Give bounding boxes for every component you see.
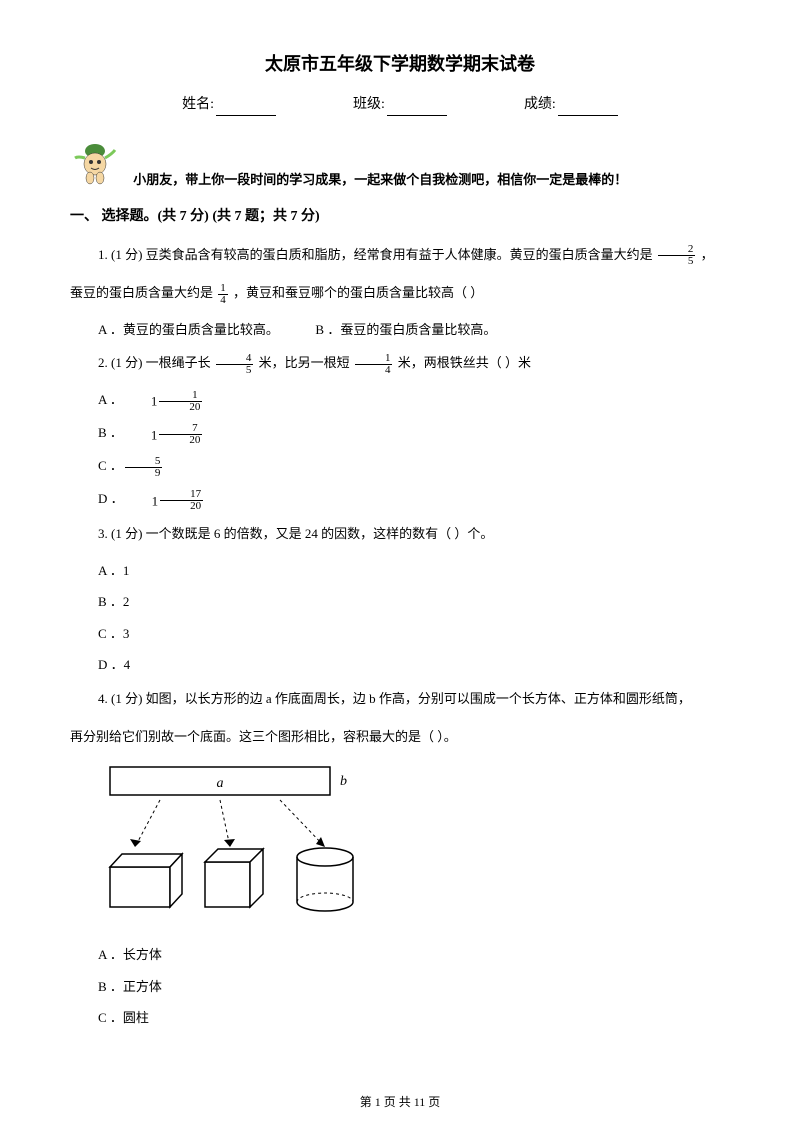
name-blank[interactable] (216, 102, 276, 116)
q4-opt-a[interactable]: A ．长方体 (70, 943, 730, 966)
q1-cont-a: 蚕豆的蛋白质含量大约是 (70, 285, 213, 300)
q2-opt-b[interactable]: B ．1720 (70, 421, 730, 446)
q2-opt-a[interactable]: A ．1120 (70, 388, 730, 413)
q1-cont-b: ，黄豆和蚕豆哪个的蛋白质含量比较高（ ） (233, 285, 483, 300)
q4-opt-c[interactable]: C ．圆柱 (70, 1006, 730, 1029)
page-footer: 第 1 页 共 11 页 (0, 1093, 800, 1112)
q4-opt-b[interactable]: B ．正方体 (70, 975, 730, 998)
q3-opt-d[interactable]: D ．4 (70, 653, 730, 676)
q2-opt-c[interactable]: C ．59 (70, 454, 730, 479)
q4-figure: a b (100, 762, 730, 929)
q1-frac2: 14 (218, 283, 228, 306)
q1-text: 1. (1 分) 豆类食品含有较高的蛋白质和脂肪，经常食用有益于人体健康。黄豆的… (70, 241, 730, 270)
q2-text: 2. (1 分) 一根绳子长 45 米，比另一根短 14 米，两根铁丝共（ ）米 (70, 349, 730, 378)
q2-text-c: 米，两根铁丝共（ ）米 (398, 355, 531, 370)
q4-text: 4. (1 分) 如图，以长方形的边 a 作底面周长，边 b 作高，分别可以围成… (70, 685, 730, 714)
q3-text: 3. (1 分) 一个数既是 6 的倍数，又是 24 的因数，这样的数有（ ）个… (70, 520, 730, 549)
cube-icon (205, 849, 263, 907)
class-label: 班级: (353, 94, 385, 116)
q1-text-b: ， (701, 247, 714, 262)
q2-text-a: 2. (1 分) 一根绳子长 (98, 355, 211, 370)
cylinder-icon (297, 848, 353, 911)
section-1-title: 一、 选择题。(共 7 分) (共 7 题；共 7 分) (70, 206, 730, 228)
q3-opt-b[interactable]: B ．2 (70, 590, 730, 613)
q4-cont: 再分别给它们别故一个底面。这三个图形相比，容积最大的是（ ）。 (70, 723, 730, 752)
class-blank[interactable] (387, 102, 447, 116)
q1-frac1: 25 (658, 244, 696, 267)
q1-text-a: 1. (1 分) 豆类食品含有较高的蛋白质和脂肪，经常食用有益于人体健康。黄豆的… (98, 247, 653, 262)
label-b: b (340, 774, 347, 789)
page-title: 太原市五年级下学期数学期末试卷 (70, 50, 730, 79)
intro-row: 小朋友，带上你一段时间的学习成果，一起来做个自我检测吧，相信你一定是最棒的！ (70, 136, 730, 191)
cuboid-icon (110, 854, 182, 907)
label-a: a (217, 776, 224, 791)
q2-opt-d[interactable]: D ．11720 (70, 487, 730, 512)
q2-frac1: 45 (216, 353, 254, 376)
intro-text: 小朋友，带上你一段时间的学习成果，一起来做个自我检测吧，相信你一定是最棒的！ (133, 172, 627, 187)
q2-text-b: 米，比另一根短 (259, 355, 350, 370)
score-label: 成绩: (524, 94, 556, 116)
q1-cont: 蚕豆的蛋白质含量大约是 14 ，黄豆和蚕豆哪个的蛋白质含量比较高（ ） (70, 279, 730, 308)
q2-frac2: 14 (355, 353, 393, 376)
q3-opt-c[interactable]: C ．3 (70, 622, 730, 645)
q1-opt-a[interactable]: A ．黄豆的蛋白质含量比较高。 (98, 322, 279, 337)
q1-opt-row: A ．黄豆的蛋白质含量比较高。 B ．蚕豆的蛋白质含量比较高。 (70, 318, 730, 341)
q1-opt-b[interactable]: B ．蚕豆的蛋白质含量比较高。 (315, 322, 496, 337)
q3-opt-a[interactable]: A ．1 (70, 559, 730, 582)
mascot-icon (70, 136, 120, 186)
name-label: 姓名: (182, 94, 214, 116)
header-fields: 姓名: 班级: 成绩: (70, 94, 730, 116)
score-blank[interactable] (558, 102, 618, 116)
